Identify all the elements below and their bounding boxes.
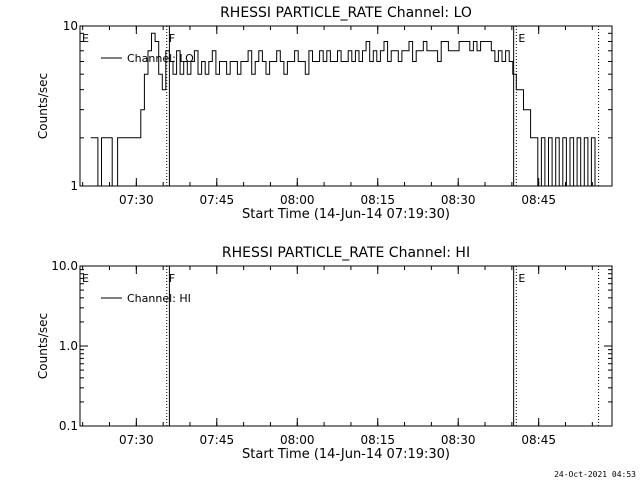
x-tick-label: 08:00 bbox=[280, 193, 315, 207]
chart-panel-1: RHESSI PARTICLE_RATE Channel: LO 07:30 07:… bbox=[36, 5, 613, 222]
legend-label: Channel: HI bbox=[127, 292, 191, 305]
y-tick-label: 1.0 bbox=[59, 339, 78, 353]
y-axis-label: Counts/sec bbox=[36, 313, 50, 379]
chart-title: RHESSI PARTICLE_RATE Channel: LO bbox=[220, 5, 472, 21]
x-axis-label: Start Time (14-Jun-14 07:19:30) bbox=[242, 207, 450, 222]
x-tick-label: 07:45 bbox=[200, 433, 235, 447]
legend-label: Channel: LO bbox=[127, 52, 194, 65]
x-tick-label: 08:15 bbox=[360, 193, 395, 207]
x-tick-label: 08:45 bbox=[521, 433, 556, 447]
marker-label: E bbox=[518, 32, 525, 45]
x-tick-label: 08:45 bbox=[521, 193, 556, 207]
x-tick-label: 07:45 bbox=[200, 193, 235, 207]
x-tick-label: 08:15 bbox=[360, 433, 395, 447]
marker-label: F bbox=[169, 32, 175, 45]
y-tick-label: 1 bbox=[70, 179, 78, 193]
footer-timestamp: 24-Oct-2021 04:53 bbox=[554, 470, 636, 479]
chart-title: RHESSI PARTICLE_RATE Channel: HI bbox=[222, 245, 470, 261]
x-axis-label: Start Time (14-Jun-14 07:19:30) bbox=[242, 447, 450, 462]
marker-label: E bbox=[82, 272, 89, 285]
plot-frame bbox=[79, 25, 613, 187]
chart-panel-2: RHESSI PARTICLE_RATE Channel: HI 07:30 07:… bbox=[36, 245, 613, 462]
marker-label: E bbox=[518, 272, 525, 285]
x-tick-label: 08:30 bbox=[441, 433, 476, 447]
marker-label: E bbox=[82, 32, 89, 45]
x-tick-label: 07:30 bbox=[119, 193, 154, 207]
y-tick-label: 10 bbox=[63, 19, 78, 33]
y-axis-label: Counts/sec bbox=[36, 73, 50, 139]
y-tick-label: 10.0 bbox=[51, 259, 78, 273]
x-tick-label: 08:00 bbox=[280, 433, 315, 447]
marker-label: F bbox=[169, 272, 175, 285]
x-tick-label: 07:30 bbox=[119, 433, 154, 447]
y-tick-label: 0.1 bbox=[59, 419, 78, 433]
x-tick-label: 08:30 bbox=[441, 193, 476, 207]
plot-frame bbox=[79, 265, 613, 427]
series-line bbox=[90, 32, 599, 187]
